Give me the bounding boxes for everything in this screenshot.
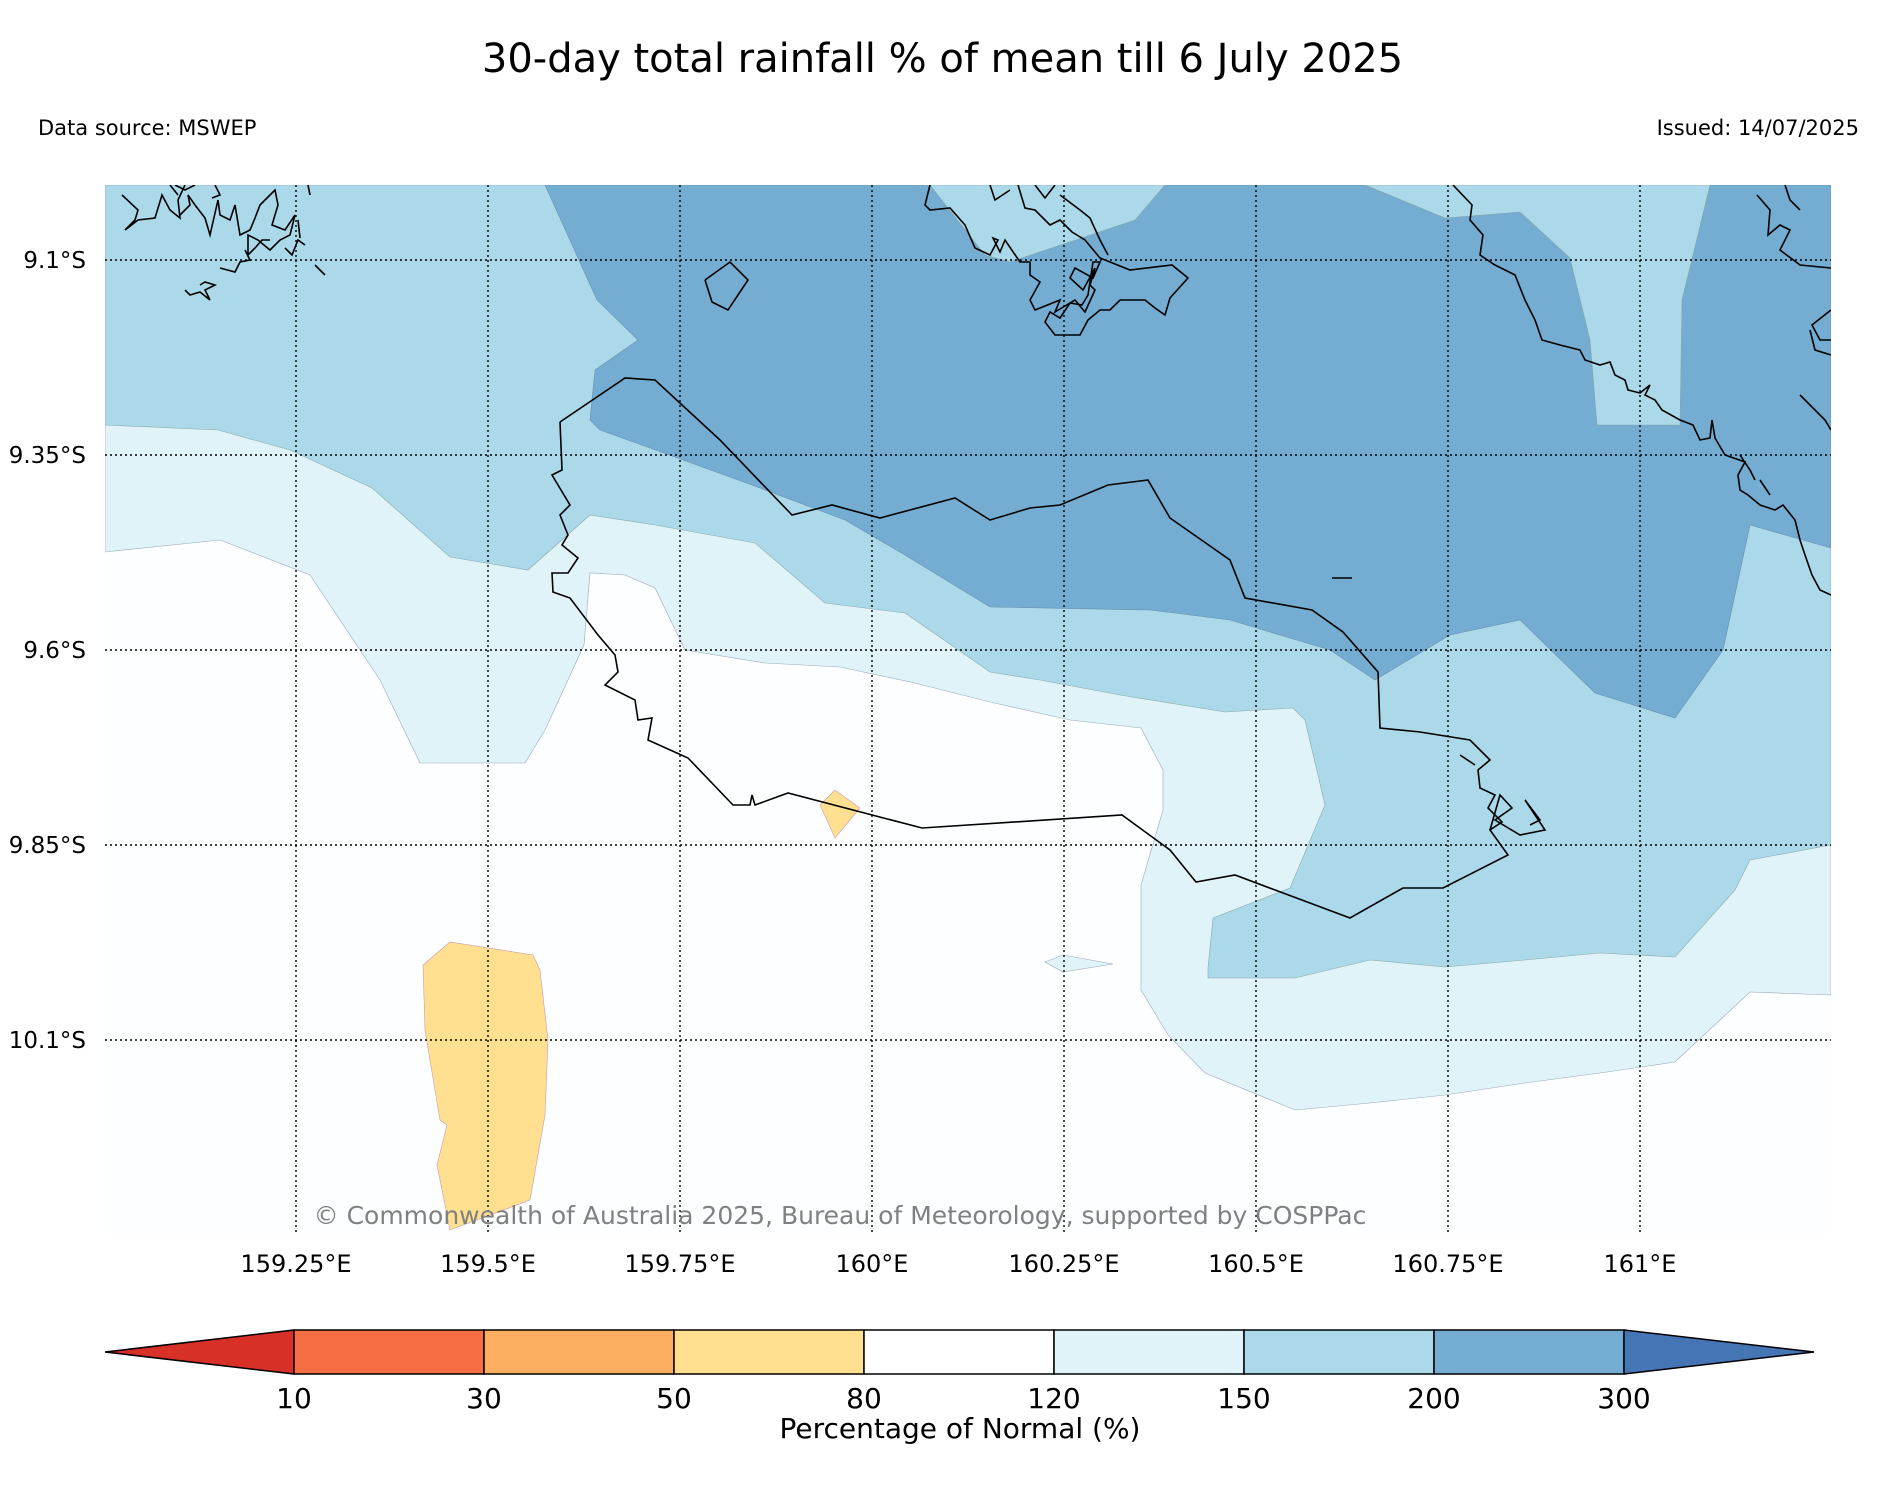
zone-50-80-patch-large xyxy=(422,941,549,1231)
colorbar-segment-30-50 xyxy=(483,1329,675,1375)
colorbar-segment-80-120 xyxy=(863,1329,1055,1375)
lon-label: 160.5°E xyxy=(1208,1250,1304,1278)
colorbar-segment-120-150 xyxy=(1053,1329,1245,1375)
coastline-fragment-2 xyxy=(1459,754,1476,766)
colorbar-segment-lt10 xyxy=(104,1329,295,1375)
colorbar-tick-labels: 10 30 50 80 120 150 200 300 xyxy=(276,1382,1651,1415)
rainfall-shading xyxy=(105,185,1831,1235)
colorbar-tick-label: 120 xyxy=(1027,1382,1080,1415)
data-source-label: Data source: MSWEP xyxy=(38,116,257,140)
coastlines xyxy=(121,185,1831,919)
colorbar-segment-200-300 xyxy=(1433,1329,1625,1375)
map-title: 30-day total rainfall % of mean till 6 J… xyxy=(481,36,1404,82)
copyright-notice: © Commonwealth of Australia 2025, Bureau… xyxy=(314,1201,1367,1230)
colorbar-tick-label: 50 xyxy=(656,1382,692,1415)
zone-150-200-inset xyxy=(1364,185,1711,426)
coastline-florida-islands xyxy=(924,185,1190,336)
colorbar-title: Percentage of Normal (%) xyxy=(780,1412,1141,1445)
coastline-russell-islands xyxy=(121,185,296,257)
colorbar-tick-label: 30 xyxy=(466,1382,502,1415)
colorbar-segment-150-200 xyxy=(1243,1329,1435,1375)
lon-label: 159.75°E xyxy=(624,1250,735,1278)
coastline-malaita xyxy=(1452,185,1831,596)
latitude-labels: 9.1°S 9.35°S 9.6°S 9.85°S 10.1°S xyxy=(9,248,86,1054)
colorbar xyxy=(104,1329,1815,1375)
colorbar-tick-label: 10 xyxy=(276,1382,312,1415)
longitude-labels: 159.25°E 159.5°E 159.75°E 160°E 160.25°E… xyxy=(240,1250,1676,1278)
colorbar-tick-label: 300 xyxy=(1597,1382,1650,1415)
coastline-guadalcanal-east-tip xyxy=(1489,793,1547,836)
lat-label: 10.1°S xyxy=(9,1028,86,1054)
lon-label: 160.25°E xyxy=(1008,1250,1119,1278)
colorbar-tick-label: 200 xyxy=(1407,1382,1460,1415)
colorbar-segment-50-80 xyxy=(673,1329,865,1375)
colorbar-tick-label: 150 xyxy=(1217,1382,1270,1415)
lon-label: 160°E xyxy=(836,1250,909,1278)
zone-50-80-patch-small xyxy=(819,789,861,839)
zone-120-150-patch xyxy=(1044,954,1114,973)
issued-date-label: Issued: 14/07/2025 xyxy=(1656,116,1859,140)
gridlines xyxy=(105,185,1831,1235)
lon-label: 160.75°E xyxy=(1392,1250,1503,1278)
coastline-small-island-north xyxy=(704,260,750,312)
coastline-florida-islands-2 xyxy=(989,185,1109,256)
lon-label: 159.5°E xyxy=(440,1250,536,1278)
lat-label: 9.85°S xyxy=(9,833,86,859)
lon-label: 161°E xyxy=(1604,1250,1677,1278)
lat-label: 9.35°S xyxy=(9,443,86,469)
lon-label: 159.25°E xyxy=(240,1250,351,1278)
coastline-malaita-2 xyxy=(1739,185,1831,496)
colorbar-tick-label: 80 xyxy=(846,1382,882,1415)
lat-label: 9.6°S xyxy=(23,638,86,664)
colorbar-segment-10-30 xyxy=(293,1329,485,1375)
colorbar-segment-gt300 xyxy=(1623,1329,1815,1375)
coastline-russell-islands-2 xyxy=(169,185,326,301)
coastline-guadalcanal xyxy=(550,377,1510,919)
lat-label: 9.1°S xyxy=(23,248,86,274)
